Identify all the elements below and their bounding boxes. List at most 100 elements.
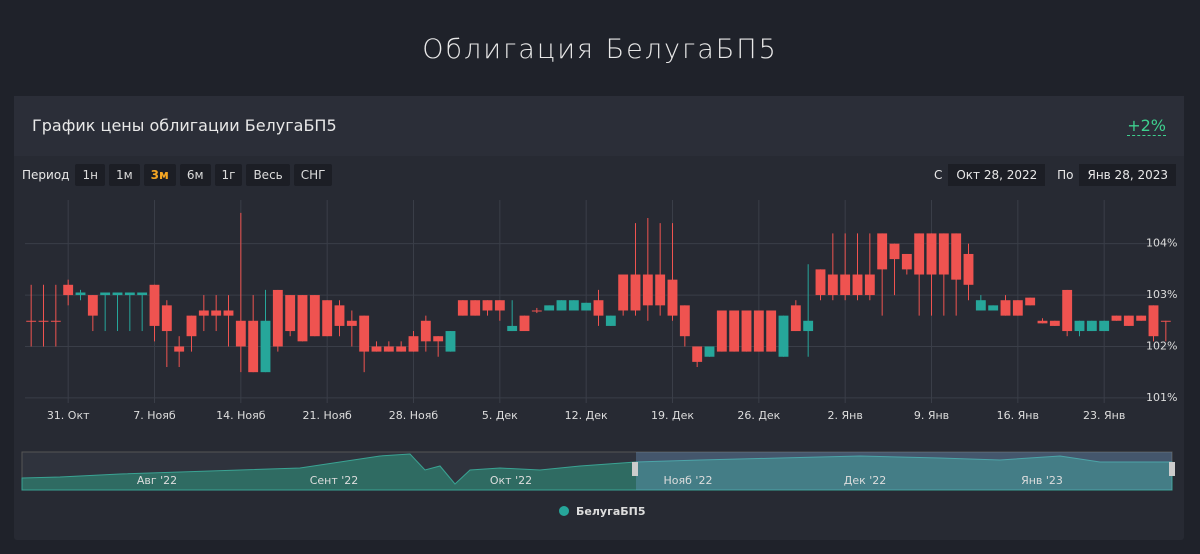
x-tick-label: 21. Нояб — [302, 409, 352, 422]
panel-title: График цены облигации БелугаБП5 — [32, 116, 337, 135]
period-label: Период — [22, 168, 70, 182]
x-tick-label: 7. Нояб — [133, 409, 176, 422]
navigator-selection[interactable] — [636, 452, 1172, 490]
candle-body — [593, 300, 604, 316]
candle-body — [309, 295, 320, 337]
candle-body — [260, 320, 271, 373]
candle-body — [568, 300, 579, 311]
page-title: Облигация БелугаБП5 — [422, 34, 778, 65]
candle-body — [186, 315, 197, 337]
candle-body — [630, 274, 641, 311]
period-button[interactable]: 3м — [143, 164, 176, 186]
candle-body — [1148, 305, 1159, 337]
candle-body — [1012, 300, 1023, 316]
x-tick-label: 12. Дек — [565, 409, 608, 422]
change: +2% — [1127, 116, 1166, 136]
candle-body — [445, 331, 456, 352]
x-tick-label: 5. Дек — [482, 409, 518, 422]
navigator-label: Сент '22 — [310, 474, 359, 487]
candle-body — [642, 274, 653, 306]
candle-body — [124, 292, 135, 296]
candle-body — [50, 320, 61, 322]
candle-body — [618, 274, 629, 311]
candle-body — [704, 346, 715, 357]
candle-body — [87, 295, 98, 316]
candle-body — [531, 310, 542, 312]
candle-body — [519, 315, 530, 332]
x-tick-label: 2. Янв — [828, 409, 863, 422]
candle-body — [556, 300, 567, 311]
candle-body — [803, 320, 814, 332]
candle-body — [1000, 300, 1011, 316]
y-tick-label: 104% — [1146, 237, 1177, 250]
candle-body — [457, 300, 468, 316]
y-tick-label: 103% — [1146, 288, 1177, 301]
candle-body — [297, 295, 308, 342]
candle-body — [1123, 315, 1134, 326]
candle-body — [482, 300, 493, 311]
candle-body — [877, 233, 888, 270]
candle-body — [544, 305, 555, 311]
candle-body — [470, 300, 481, 316]
period-button[interactable]: СНГ — [293, 164, 333, 186]
candle-body — [581, 302, 592, 311]
navigator-handle[interactable] — [632, 462, 638, 476]
candle-body — [1099, 320, 1110, 332]
from-label: С — [933, 168, 943, 182]
candle-body — [852, 274, 863, 296]
candle-body — [864, 274, 875, 296]
x-tick-label: 9. Янв — [914, 409, 949, 422]
period-button[interactable]: 1м — [108, 164, 140, 186]
candle-body — [223, 310, 234, 316]
candle-body — [716, 310, 727, 352]
candle-body — [605, 315, 616, 326]
legend-label[interactable]: БелугаБП5 — [576, 505, 646, 518]
candle-body — [975, 300, 986, 311]
candle-body — [667, 279, 678, 316]
y-tick-label: 101% — [1146, 391, 1177, 404]
candle-body — [827, 274, 838, 296]
candle-body — [1074, 320, 1085, 332]
candle-body — [494, 300, 505, 311]
x-tick-label: 28. Нояб — [389, 409, 439, 422]
y-tick-label: 102% — [1146, 339, 1177, 352]
navigator-label: Янв '23 — [1021, 474, 1063, 487]
candle-body — [914, 233, 925, 275]
candle-body — [137, 292, 148, 296]
candle-body — [63, 284, 74, 296]
candle-body — [963, 253, 974, 285]
x-tick-label: 16. Янв — [997, 409, 1039, 422]
candle-body — [741, 310, 752, 352]
candle-body — [285, 295, 296, 332]
navigator-handle[interactable] — [1169, 462, 1175, 476]
candle-body — [790, 305, 801, 332]
period-button[interactable]: 1г — [214, 164, 243, 186]
candle-body — [1086, 320, 1097, 332]
candle-body — [1037, 320, 1048, 324]
navigator-area — [21, 453, 1173, 491]
period-button[interactable]: Весь — [246, 164, 290, 186]
candle-body — [408, 336, 419, 352]
period-button[interactable]: 6м — [179, 164, 211, 186]
candle-body — [334, 305, 345, 326]
period-button[interactable]: 1н — [75, 164, 105, 186]
to-date[interactable]: Янв 28, 2023 — [1079, 164, 1176, 186]
candle-body — [1111, 315, 1122, 321]
candle-body — [507, 325, 518, 332]
candle-body — [346, 320, 357, 326]
candle-body — [951, 233, 962, 280]
candle-body — [75, 292, 86, 296]
candle-body — [926, 233, 937, 275]
candle-body — [729, 310, 740, 352]
candle-body — [753, 310, 764, 352]
legend-marker[interactable] — [559, 506, 569, 516]
candle-body — [26, 320, 37, 322]
candle-body — [149, 284, 160, 326]
candle-body — [359, 315, 370, 352]
from-date[interactable]: Окт 28, 2022 — [948, 164, 1046, 186]
candle-body — [383, 346, 394, 352]
candle-body — [198, 310, 209, 316]
candle-body — [1062, 289, 1073, 332]
candle-body — [889, 243, 900, 260]
